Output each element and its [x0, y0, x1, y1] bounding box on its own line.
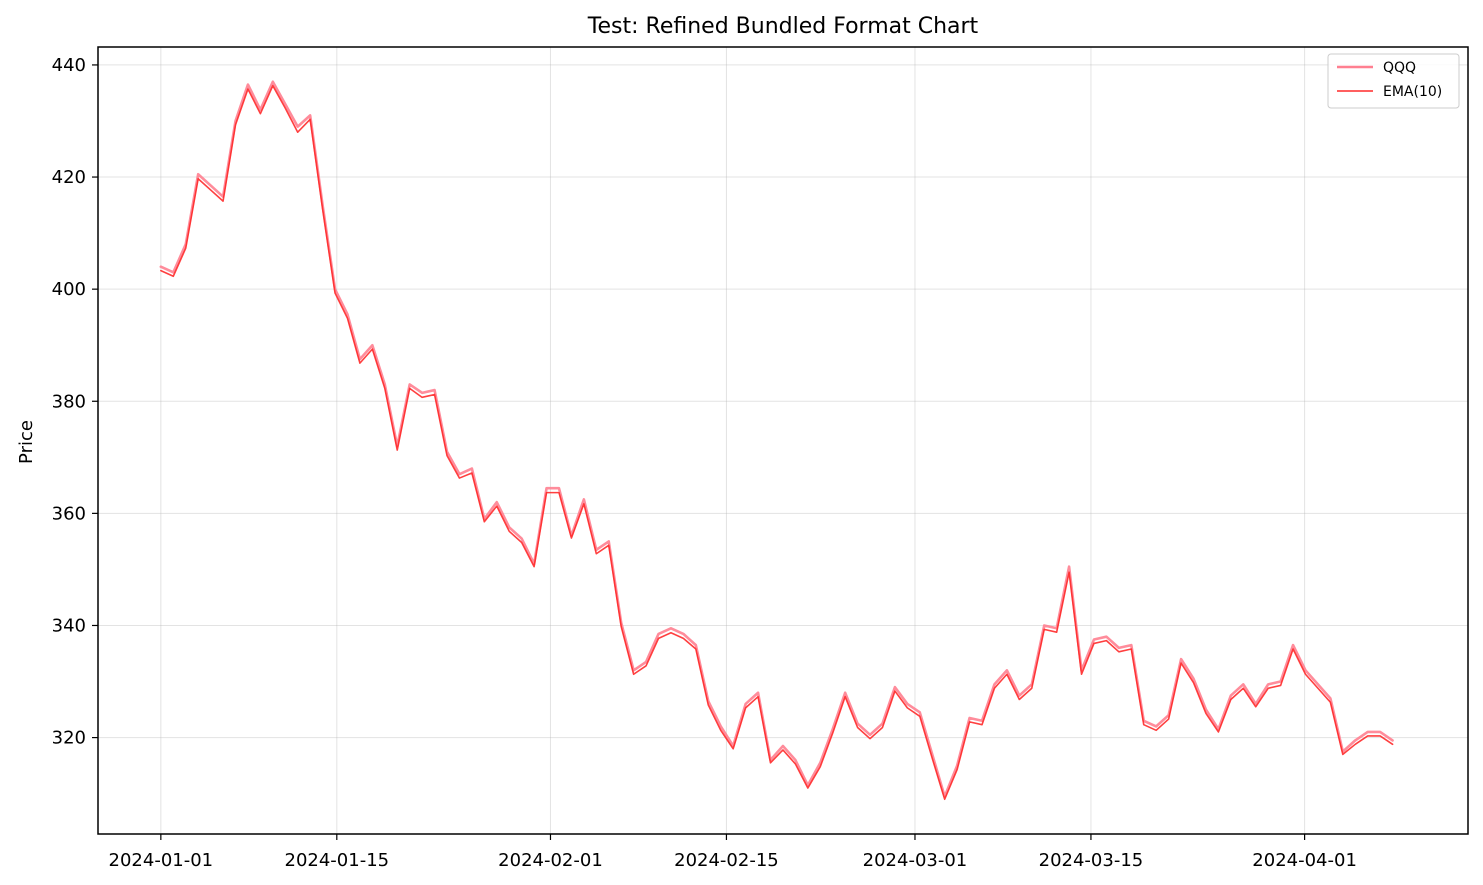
- legend: QQQ EMA(10): [1327, 53, 1460, 109]
- x-tick-label: 2024-01-01: [109, 850, 214, 871]
- plot-frame: [97, 46, 1469, 835]
- series-layer: [159, 80, 1394, 801]
- grid-layer: [98, 47, 1468, 834]
- y-tick-label: 360: [52, 503, 86, 524]
- legend-label-qqq: QQQ: [1383, 60, 1416, 76]
- x-tick-label: 2024-03-01: [863, 850, 968, 871]
- y-tick-label: 420: [52, 167, 86, 188]
- y-tick-label: 380: [52, 391, 86, 412]
- tick-layer: 2024-01-01 2024-01-15 2024-02-01 2024-02-15…: [52, 55, 1357, 871]
- x-tick-label: 2024-04-01: [1252, 850, 1357, 871]
- x-tick-label: 2024-02-01: [498, 850, 603, 871]
- x-tick-label: 2024-03-15: [1039, 850, 1144, 871]
- y-tick-label: 440: [52, 55, 86, 76]
- x-tick-label: 2024-02-15: [674, 850, 779, 871]
- y-tick-label: 400: [52, 279, 86, 300]
- y-tick-label: 340: [52, 615, 86, 636]
- chart-title: Test: Refined Bundled Format Chart: [587, 14, 979, 39]
- x-tick-label: 2024-01-15: [285, 850, 390, 871]
- series-line-ema-10: [160, 84, 1394, 801]
- y-axis-label: Price: [16, 420, 37, 464]
- y-tick-label: 320: [52, 728, 86, 749]
- series-line-qqq: [159, 80, 1394, 798]
- legend-label-ema: EMA(10): [1383, 84, 1442, 100]
